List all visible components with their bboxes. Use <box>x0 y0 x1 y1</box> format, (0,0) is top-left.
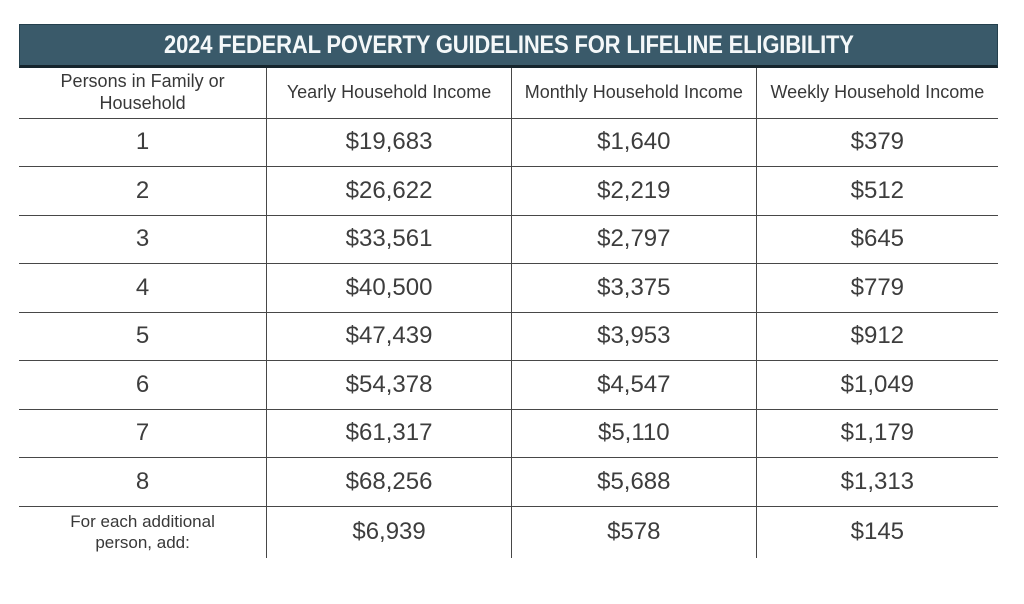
persons-cell: 5 <box>19 312 267 361</box>
yearly-income-cell: $26,622 <box>266 166 512 216</box>
yearly-income-cell: $6,939 <box>266 506 512 558</box>
table-sheet: 2024 FEDERAL POVERTY GUIDELINES FOR LIFE… <box>19 24 998 558</box>
weekly-income-cell: $379 <box>755 118 998 167</box>
additional-person-label-cell: For each additional person, add: <box>19 506 267 558</box>
persons-cell: 3 <box>19 215 267 264</box>
monthly-income-cell: $2,219 <box>510 166 757 216</box>
table-row: 1 $19,683 $1,640 $379 <box>19 118 998 167</box>
table-row: 4 $40,500 $3,375 $779 <box>19 263 998 313</box>
yearly-income-cell: $61,317 <box>266 409 512 458</box>
title-bar: 2024 FEDERAL POVERTY GUIDELINES FOR LIFE… <box>19 24 998 68</box>
yearly-income-cell: $54,378 <box>266 360 512 410</box>
header-row: Persons in Family or Household Yearly Ho… <box>19 68 998 119</box>
table-row: 2 $26,622 $2,219 $512 <box>19 166 998 216</box>
monthly-income-cell: $5,110 <box>510 409 757 458</box>
monthly-income-cell: $4,547 <box>510 360 757 410</box>
page-title: 2024 FEDERAL POVERTY GUIDELINES FOR LIFE… <box>163 30 854 59</box>
monthly-income-cell: $578 <box>510 506 757 558</box>
table-row: 3 $33,561 $2,797 $645 <box>19 215 998 264</box>
yearly-income-cell: $40,500 <box>266 263 512 313</box>
table-row: 7 $61,317 $5,110 $1,179 <box>19 409 998 458</box>
yearly-income-cell: $19,683 <box>266 118 512 167</box>
table-row: 5 $47,439 $3,953 $912 <box>19 312 998 361</box>
yearly-income-cell: $68,256 <box>266 457 512 507</box>
monthly-income-cell: $3,375 <box>510 263 757 313</box>
monthly-income-cell: $3,953 <box>510 312 757 361</box>
weekly-income-cell: $512 <box>755 166 998 216</box>
yearly-income-cell: $33,561 <box>266 215 512 264</box>
column-header-persons: Persons in Family or Household <box>19 68 267 119</box>
weekly-income-cell: $912 <box>755 312 998 361</box>
weekly-income-cell: $145 <box>755 506 998 558</box>
persons-cell: 1 <box>19 118 267 167</box>
poverty-guidelines-table: Persons in Family or Household Yearly Ho… <box>19 68 998 558</box>
weekly-income-cell: $1,049 <box>755 360 998 410</box>
persons-cell: 7 <box>19 409 267 458</box>
monthly-income-cell: $5,688 <box>510 457 757 507</box>
table-row: 6 $54,378 $4,547 $1,049 <box>19 360 998 410</box>
weekly-income-cell: $779 <box>755 263 998 313</box>
weekly-income-cell: $1,179 <box>755 409 998 458</box>
monthly-income-cell: $1,640 <box>510 118 757 167</box>
column-header-monthly: Monthly Household Income <box>510 68 757 119</box>
table-row-additional-person: For each additional person, add: $6,939 … <box>19 506 998 558</box>
persons-cell: 4 <box>19 263 267 313</box>
persons-cell: 2 <box>19 166 267 216</box>
persons-cell: 6 <box>19 360 267 410</box>
weekly-income-cell: $645 <box>755 215 998 264</box>
column-header-weekly: Weekly Household Income <box>755 68 998 119</box>
monthly-income-cell: $2,797 <box>510 215 757 264</box>
yearly-income-cell: $47,439 <box>266 312 512 361</box>
persons-cell: 8 <box>19 457 267 507</box>
table-row: 8 $68,256 $5,688 $1,313 <box>19 457 998 507</box>
column-header-yearly: Yearly Household Income <box>266 68 512 119</box>
weekly-income-cell: $1,313 <box>755 457 998 507</box>
